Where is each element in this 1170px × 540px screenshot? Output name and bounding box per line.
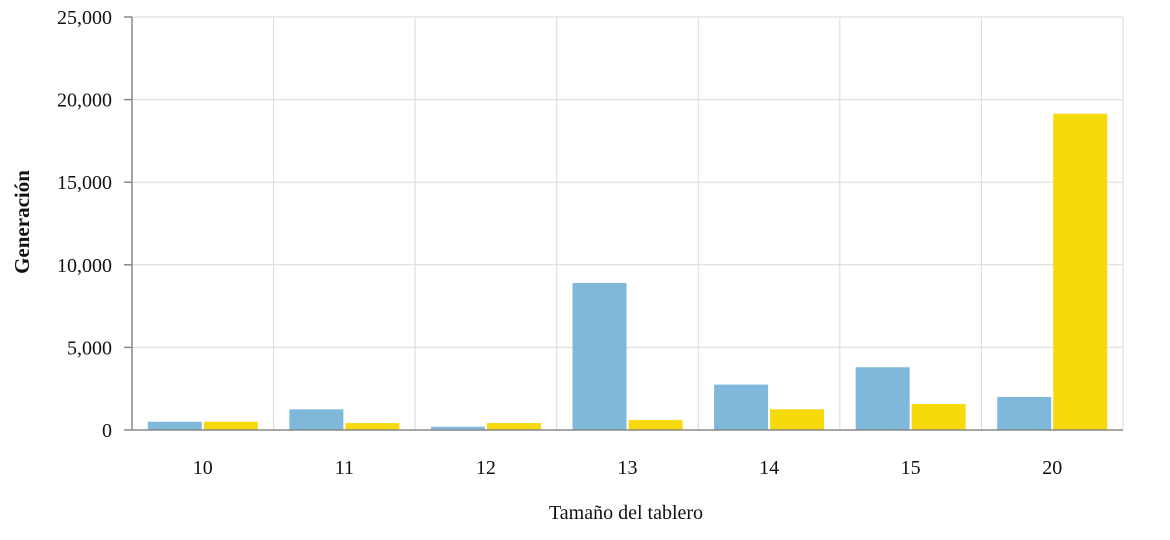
bar-series-2-12: [486, 423, 541, 430]
bar-series-2-10: [203, 421, 258, 430]
y-tick-label: 20,000: [57, 90, 112, 112]
y-tick-label: 15,000: [57, 172, 112, 194]
x-tick-label: 10: [193, 457, 213, 479]
bar-series-2-15: [911, 404, 966, 430]
y-tick-labels: 0 5,000 10,000 15,000 20,000 25,000: [57, 7, 112, 442]
x-tick-label: 13: [618, 457, 638, 479]
axes: [124, 16, 1123, 431]
x-tick-label: 15: [901, 457, 921, 479]
bar-series-1-13: [572, 282, 627, 430]
y-axis-title: Generación: [10, 170, 34, 274]
bar-series-1-20: [997, 396, 1052, 430]
bar-series-2-13: [628, 420, 683, 430]
bar-series-1-12: [430, 426, 485, 430]
y-tick-label: 10,000: [57, 255, 112, 277]
bars: [147, 113, 1108, 430]
y-tick-label: 25,000: [57, 7, 112, 29]
x-tick-label: 20: [1042, 457, 1062, 479]
bar-series-2-14: [770, 409, 825, 430]
x-tick-labels: 10 11 12 13 14 15 20: [193, 457, 1062, 479]
y-tick-label: 0: [102, 420, 112, 442]
x-tick-label: 12: [476, 457, 496, 479]
x-tick-label: 14: [759, 457, 779, 479]
bar-series-2-20: [1053, 113, 1108, 430]
grid-lines: [132, 16, 1124, 430]
x-axis-title: Tamaño del tablero: [549, 502, 703, 524]
y-tick-label: 5,000: [67, 337, 112, 359]
bar-series-1-10: [147, 421, 202, 430]
x-tick-label: 11: [335, 457, 354, 479]
bar-series-1-11: [289, 409, 344, 430]
bar-series-1-15: [855, 367, 910, 430]
bar-series-1-14: [714, 384, 769, 430]
bar-series-2-11: [345, 423, 400, 430]
